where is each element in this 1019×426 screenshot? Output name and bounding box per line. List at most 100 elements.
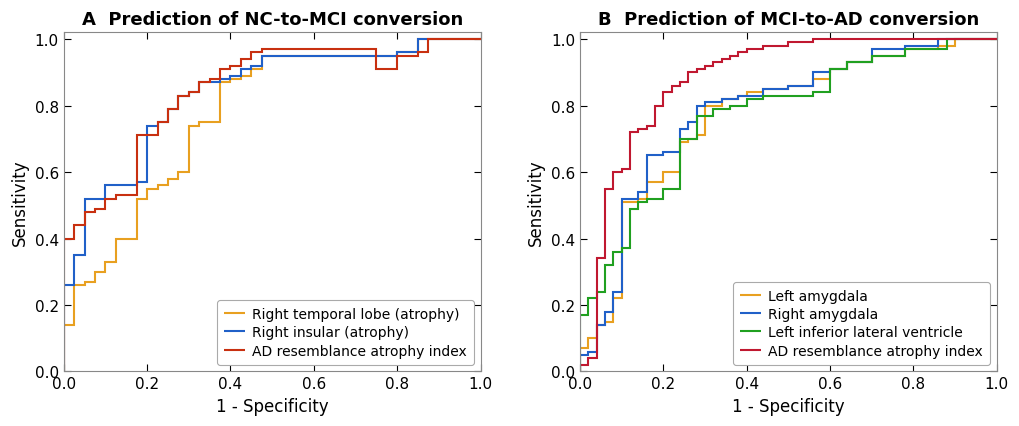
Left inferior lateral ventricle — [740, 104, 752, 109]
Right insular (atrophy) — [141, 180, 153, 185]
Left inferior lateral ventricle — [806, 90, 818, 95]
Left inferior lateral ventricle — [624, 246, 636, 251]
Right insular (atrophy) — [130, 183, 143, 188]
AD resemblance atrophy index — [648, 104, 660, 109]
Left inferior lateral ventricle — [598, 263, 610, 268]
Left inferior lateral ventricle — [574, 313, 586, 318]
Title: B  Prediction of MCI-to-AD conversion: B Prediction of MCI-to-AD conversion — [597, 11, 978, 29]
Right temporal lobe (atrophy) — [256, 54, 268, 59]
AD resemblance atrophy index — [989, 37, 1002, 43]
Right insular (atrophy) — [256, 64, 268, 69]
AD resemblance atrophy index — [110, 197, 122, 202]
AD resemblance atrophy index — [256, 47, 268, 52]
Right temporal lobe (atrophy) — [151, 187, 163, 192]
Left inferior lateral ventricle — [723, 104, 736, 109]
AD resemblance atrophy index — [412, 51, 424, 56]
Left inferior lateral ventricle — [582, 296, 594, 301]
Left inferior lateral ventricle — [840, 60, 852, 66]
Left inferior lateral ventricle — [656, 197, 668, 202]
Right insular (atrophy) — [224, 77, 236, 82]
Right temporal lobe (atrophy) — [78, 279, 91, 285]
AD resemblance atrophy index — [474, 37, 486, 43]
AD resemblance atrophy index — [89, 207, 101, 212]
X-axis label: 1 - Specificity: 1 - Specificity — [216, 397, 328, 415]
AD resemblance atrophy index — [99, 197, 111, 202]
Left inferior lateral ventricle — [973, 37, 985, 43]
Right insular (atrophy) — [234, 67, 247, 72]
AD resemblance atrophy index — [162, 107, 174, 112]
AD resemblance atrophy index — [182, 90, 195, 95]
Left inferior lateral ventricle — [940, 47, 952, 52]
Right temporal lobe (atrophy) — [256, 67, 268, 72]
Right temporal lobe (atrophy) — [224, 81, 236, 86]
AD resemblance atrophy index — [698, 64, 710, 69]
Left amygdala — [806, 84, 818, 89]
Left amygdala — [948, 44, 960, 49]
AD resemblance atrophy index — [204, 77, 216, 82]
Left inferior lateral ventricle — [898, 47, 910, 52]
Legend: Left amygdala, Right amygdala, Left inferior lateral ventricle, AD resemblance a: Left amygdala, Right amygdala, Left infe… — [733, 282, 988, 365]
Right temporal lobe (atrophy) — [130, 197, 143, 202]
Right insular (atrophy) — [99, 197, 111, 202]
AD resemblance atrophy index — [756, 44, 768, 49]
Left inferior lateral ventricle — [823, 67, 836, 72]
Left inferior lateral ventricle — [656, 187, 668, 192]
Left inferior lateral ventricle — [640, 200, 652, 205]
Y-axis label: Sensitivity: Sensitivity — [527, 159, 545, 246]
Right insular (atrophy) — [193, 90, 205, 95]
AD resemblance atrophy index — [204, 81, 216, 86]
Right temporal lobe (atrophy) — [68, 322, 81, 328]
Right insular (atrophy) — [234, 74, 247, 79]
Right insular (atrophy) — [78, 197, 91, 202]
AD resemblance atrophy index — [640, 124, 652, 129]
AD resemblance atrophy index — [390, 54, 403, 59]
Right temporal lobe (atrophy) — [193, 120, 205, 125]
Left amygdala — [640, 180, 652, 185]
Left amygdala — [756, 87, 768, 92]
Left inferior lateral ventricle — [590, 289, 602, 294]
Right insular (atrophy) — [130, 180, 143, 185]
Right insular (atrophy) — [256, 54, 268, 59]
Left amygdala — [989, 37, 1002, 43]
Right insular (atrophy) — [162, 107, 174, 112]
AD resemblance atrophy index — [806, 37, 818, 43]
AD resemblance atrophy index — [234, 58, 247, 63]
Right temporal lobe (atrophy) — [141, 197, 153, 202]
Right insular (atrophy) — [182, 90, 195, 95]
Left inferior lateral ventricle — [898, 54, 910, 59]
Right insular (atrophy) — [214, 77, 226, 82]
Right temporal lobe (atrophy) — [162, 183, 174, 188]
Legend: Right temporal lobe (atrophy), Right insular (atrophy), AD resemblance atrophy i: Right temporal lobe (atrophy), Right ins… — [217, 301, 473, 365]
AD resemblance atrophy index — [390, 67, 403, 72]
Right amygdala — [574, 369, 586, 374]
Y-axis label: Sensitivity: Sensitivity — [11, 159, 30, 246]
Right insular (atrophy) — [412, 51, 424, 56]
Left inferior lateral ventricle — [590, 296, 602, 301]
Left inferior lateral ventricle — [840, 67, 852, 72]
Right insular (atrophy) — [58, 283, 70, 288]
Right insular (atrophy) — [474, 37, 486, 43]
AD resemblance atrophy index — [214, 77, 226, 82]
Right insular (atrophy) — [182, 94, 195, 99]
AD resemblance atrophy index — [245, 58, 257, 63]
Right insular (atrophy) — [412, 37, 424, 43]
Left inferior lateral ventricle — [865, 60, 877, 66]
AD resemblance atrophy index — [245, 51, 257, 56]
Left inferior lateral ventricle — [740, 97, 752, 102]
AD resemblance atrophy index — [224, 67, 236, 72]
Right temporal lobe (atrophy) — [89, 270, 101, 275]
Right temporal lobe (atrophy) — [182, 124, 195, 129]
Left inferior lateral ventricle — [690, 114, 702, 119]
AD resemblance atrophy index — [370, 67, 382, 72]
Left inferior lateral ventricle — [957, 37, 969, 43]
X-axis label: 1 - Specificity: 1 - Specificity — [732, 397, 844, 415]
AD resemblance atrophy index — [234, 64, 247, 69]
Left amygdala — [656, 180, 668, 185]
AD resemblance atrophy index — [690, 67, 702, 72]
Right temporal lobe (atrophy) — [234, 77, 247, 82]
Line: Right amygdala: Right amygdala — [580, 40, 996, 371]
Left inferior lateral ventricle — [973, 37, 985, 43]
Right temporal lobe (atrophy) — [245, 67, 257, 72]
Right temporal lobe (atrophy) — [214, 81, 226, 86]
Right insular (atrophy) — [224, 74, 236, 79]
